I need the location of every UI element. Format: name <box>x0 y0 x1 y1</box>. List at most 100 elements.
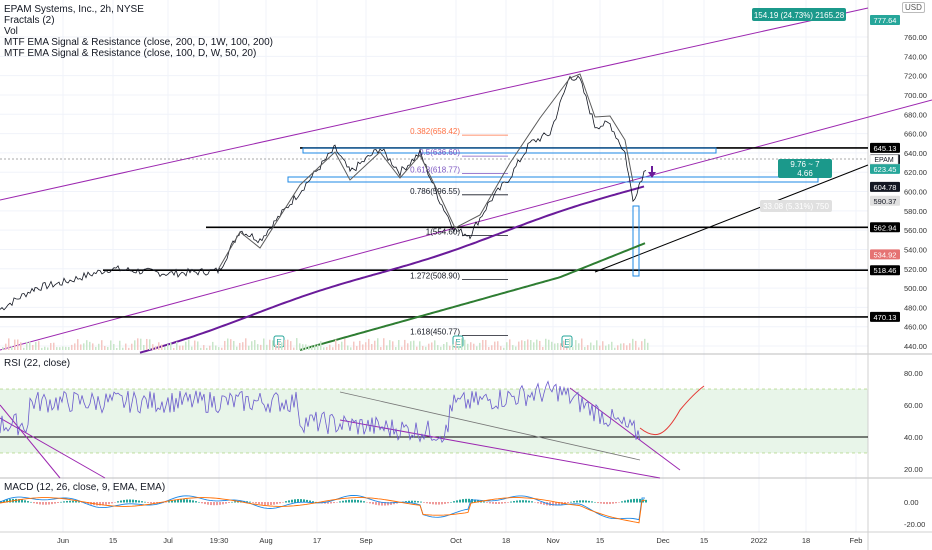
price-tag-text: 623.45 <box>874 165 897 174</box>
macd-label[interactable]: MACD (12, 26, close, 9, EMA, EMA) <box>4 482 166 493</box>
volume-bar <box>461 338 463 350</box>
volume-bar <box>179 345 181 350</box>
macd-histogram-bar <box>303 499 305 503</box>
macd-histogram-bar <box>465 498 467 503</box>
macd-histogram-bar <box>324 502 326 504</box>
volume-bar <box>515 346 517 350</box>
volume-bar <box>23 347 25 350</box>
macd-axis[interactable]: 0.00 -20.00 <box>904 498 925 529</box>
rsi-tick-label: 80.00 <box>904 369 923 378</box>
volume-bar <box>542 347 544 350</box>
macd-histogram-bar <box>117 501 119 503</box>
macd-histogram-bar <box>591 501 593 503</box>
volume-bar <box>449 345 451 350</box>
legend-fractals[interactable]: Fractals (2) <box>4 15 55 26</box>
volume-bar <box>125 343 127 350</box>
macd-histogram-bar <box>459 499 461 503</box>
macd-histogram-bar <box>609 502 611 505</box>
volume-bar <box>647 342 649 350</box>
volume-bar <box>455 341 457 350</box>
volume-bar <box>434 340 436 350</box>
volume-bar <box>215 345 217 350</box>
volume-bar <box>149 339 151 350</box>
volume-bar <box>83 343 85 350</box>
volume-bar <box>518 341 520 350</box>
volume-bar <box>62 346 64 350</box>
macd-histogram-bar <box>183 499 185 503</box>
volume-bar <box>92 343 94 350</box>
time-tick-label: 15 <box>596 536 604 545</box>
time-tick-label: 18 <box>802 536 810 545</box>
volume-bar <box>443 344 445 350</box>
volume-bar <box>344 338 346 350</box>
volume-bar <box>80 344 82 350</box>
volume-bar <box>68 346 70 350</box>
resistance-zone-mid <box>287 176 819 183</box>
price-tick-label: 600.00 <box>904 188 927 197</box>
volume-bar <box>566 347 568 350</box>
legend-volume[interactable]: Vol <box>4 26 18 37</box>
volume-bar <box>107 346 109 350</box>
macd-pane <box>0 494 647 524</box>
time-axis[interactable]: Jun 15 Jul 19:30 Aug 17 Sep Oct 18 Nov 15 Dec 15 2022… <box>57 536 863 545</box>
currency-label[interactable]: USD <box>902 2 925 13</box>
macd-histogram-bar <box>567 502 569 504</box>
price-tag <box>870 142 900 153</box>
volume-bar <box>173 347 175 350</box>
volume-bar <box>545 338 547 350</box>
price-tag <box>870 163 900 174</box>
macd-histogram-bar <box>138 500 140 503</box>
macd-histogram-bar <box>192 500 194 503</box>
macd-histogram-bar <box>84 502 86 504</box>
legend-mtf-ema-200[interactable]: MTF EMA Signal & Resistance (close, 200,… <box>4 37 274 48</box>
volume-bar <box>332 347 334 350</box>
macd-histogram-bar <box>231 501 233 503</box>
volume-bar <box>365 342 367 350</box>
price-tick-label: 520.00 <box>904 265 927 274</box>
volume-bar <box>482 339 484 350</box>
volume-bar <box>623 343 625 350</box>
legend-title[interactable]: EPAM Systems, Inc., 2h, NYSE <box>4 4 144 15</box>
volume-bar <box>554 343 556 350</box>
price-tick-label: 700.00 <box>904 91 927 100</box>
volume-bar <box>536 339 538 350</box>
volume-bar <box>14 339 16 350</box>
volume-bar <box>77 339 79 350</box>
macd-histogram-bar <box>393 502 395 505</box>
volume-bar <box>269 339 271 350</box>
macd-histogram-bar <box>639 498 641 503</box>
macd-histogram-bar <box>42 502 44 505</box>
macd-histogram-bar <box>312 501 314 503</box>
volume-bar <box>317 344 319 350</box>
price-tag-text: 534.92 <box>874 250 897 259</box>
volume-bar <box>164 347 166 350</box>
macd-histogram-bar <box>645 499 647 503</box>
macd-histogram-bar <box>198 501 200 503</box>
volume-bar <box>281 342 283 350</box>
macd-histogram-bar <box>585 500 587 503</box>
earnings-marker-text: E <box>564 338 569 347</box>
volume-bar <box>398 340 400 350</box>
volume-bar <box>452 344 454 350</box>
volume-bar <box>113 344 115 350</box>
fib-level-label: 0.786(596.55) <box>410 187 460 196</box>
volume-bar <box>569 338 571 350</box>
legend-mtf-ema-100[interactable]: MTF EMA Signal & Resistance (close, 100,… <box>4 48 257 59</box>
volume-bar <box>5 343 7 350</box>
macd-histogram-bar <box>150 502 152 504</box>
price-axis[interactable]: 440.00 460.00 480.00 500.00 520.00 540.00 560.… <box>904 33 927 351</box>
annotation-text-mid2: 4.66 <box>797 169 813 178</box>
volume-bar <box>416 346 418 350</box>
volume-bar <box>104 345 106 350</box>
macd-histogram-bar <box>468 498 470 503</box>
volume-bar <box>464 339 466 350</box>
macd-histogram-bar <box>483 501 485 503</box>
rsi-label[interactable]: RSI (22, close) <box>4 358 71 369</box>
range-annotation-low: 33.08 (5.31%) 750 <box>760 200 832 212</box>
volume-bar <box>299 343 301 350</box>
macd-histogram-bar <box>195 501 197 503</box>
volume-bar <box>575 340 577 350</box>
rsi-axis[interactable]: 20.00 40.00 60.00 80.00 <box>904 369 923 474</box>
volume-bar <box>44 346 46 350</box>
